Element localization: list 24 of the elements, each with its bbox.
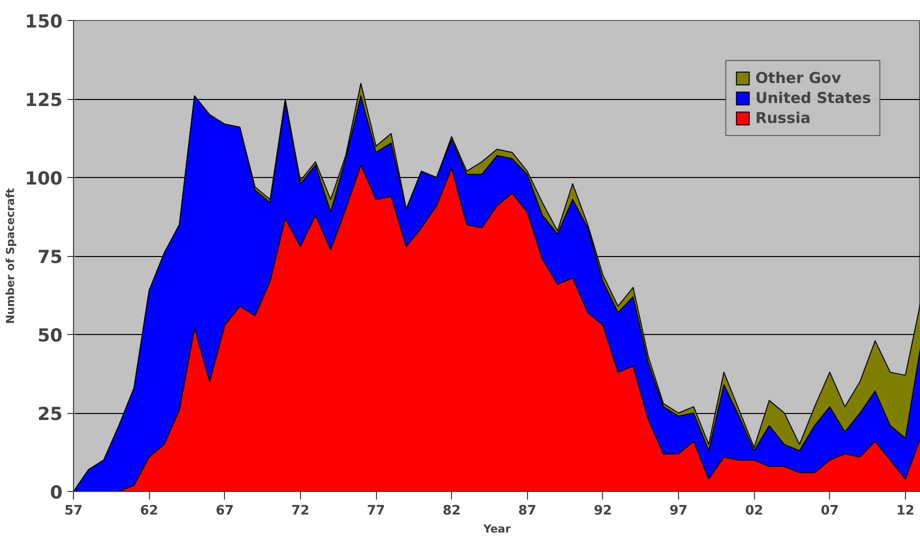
y-tick-label: 0 <box>50 482 63 504</box>
legend-label: Russia <box>755 109 811 127</box>
x-tick-label: 67 <box>216 504 234 518</box>
legend-label: Other Gov <box>755 69 842 87</box>
y-tick-label: 75 <box>37 247 63 268</box>
x-tick-label: 62 <box>140 504 158 518</box>
y-tick-label: 25 <box>37 404 63 425</box>
x-tick-label: 12 <box>896 504 914 518</box>
y-tick-label: 125 <box>24 90 63 111</box>
x-tick-label: 57 <box>64 504 83 518</box>
x-tick-label: 77 <box>366 504 386 518</box>
x-tick-label: 72 <box>291 504 310 518</box>
x-tick-label: 92 <box>594 504 612 518</box>
x-tick-label: 87 <box>518 504 536 518</box>
x-tick-label: 82 <box>442 504 461 518</box>
x-tick-label: 07 <box>820 504 839 518</box>
legend-label: United States <box>755 89 871 107</box>
y-tick-label: 50 <box>37 326 63 346</box>
y-tick-label: 100 <box>24 168 63 190</box>
x-tick-label: 02 <box>745 504 764 518</box>
x-axis-title: Year <box>482 522 512 536</box>
x-tick-label: 97 <box>669 504 688 518</box>
y-tick-label: 150 <box>24 12 63 32</box>
y-axis-title: Number of Spacecraft <box>4 188 17 324</box>
